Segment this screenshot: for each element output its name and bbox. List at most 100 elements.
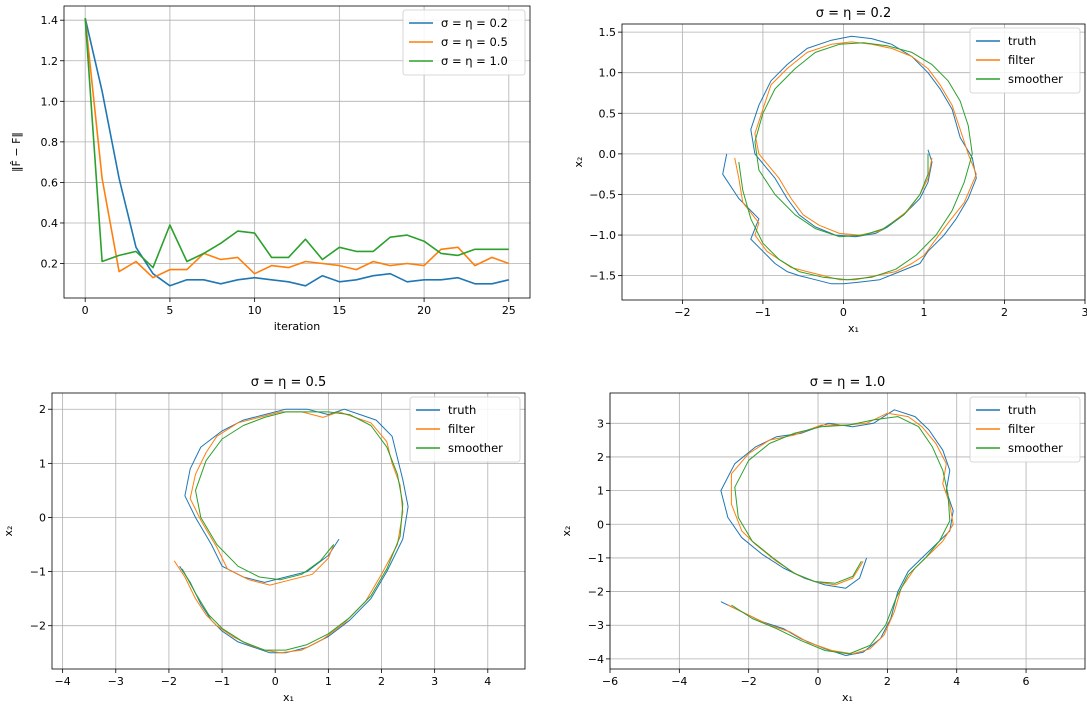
axes-frame xyxy=(51,392,526,670)
legend-label: filter xyxy=(1008,422,1035,436)
x-tick-label: −2 xyxy=(161,675,177,688)
legend-label: smoother xyxy=(1008,441,1063,455)
y-tick-label: 2 xyxy=(39,403,46,416)
chart-title: σ = η = 0.5 xyxy=(251,375,326,390)
chart-title: σ = η = 0.2 xyxy=(816,6,891,21)
chart-panel-3: −4 −3 −2 −1 0 1 2 3 4 −2 −1 0 1 2 x₁ x₂ σ = η = 0.5 truth… xyxy=(2,375,526,704)
legend-label: truth xyxy=(1008,403,1036,417)
y-axis-label: x₂ xyxy=(2,526,15,537)
x-tick-label: 0 xyxy=(82,304,89,317)
legend: truth filter smoother xyxy=(969,27,1081,94)
legend-label: filter xyxy=(1008,53,1035,67)
series-line-green xyxy=(731,416,951,655)
x-tick-label: 15 xyxy=(332,304,346,317)
y-tick-label: 1 xyxy=(597,485,604,498)
legend-label: filter xyxy=(448,422,475,436)
legend-label: σ = η = 0.5 xyxy=(441,35,508,49)
series-line-green xyxy=(738,42,973,281)
y-tick-label: 0.4 xyxy=(41,217,59,230)
x-tick-label: 0 xyxy=(840,306,847,319)
x-tick-label: −6 xyxy=(602,675,618,688)
x-axis-label: x₁ xyxy=(848,322,859,335)
y-tick-label: 0.5 xyxy=(599,107,617,120)
x-axis-label: x₁ xyxy=(842,691,853,704)
x-tick-label: 1 xyxy=(920,306,927,319)
x-tick-label: −2 xyxy=(741,675,757,688)
x-tick-label: −1 xyxy=(214,675,230,688)
series-line-green xyxy=(84,18,509,269)
legend: truth filter smoother xyxy=(409,396,521,463)
y-tick-label: 0 xyxy=(597,518,604,531)
legend-label: σ = η = 0.2 xyxy=(441,16,508,30)
y-tick-label: 0 xyxy=(39,511,46,524)
y-tick-label: 2 xyxy=(597,451,604,464)
legend-label: smoother xyxy=(1008,72,1063,86)
legend-frame xyxy=(969,396,1081,463)
x-tick-label: 1 xyxy=(325,675,332,688)
series-line-orange xyxy=(734,41,977,281)
y-tick-label: 0.8 xyxy=(41,136,59,149)
x-tick-label: 0 xyxy=(815,675,822,688)
legend-frame xyxy=(409,396,521,463)
x-tick-label: 4 xyxy=(953,675,960,688)
x-tick-label: 3 xyxy=(1082,306,1087,319)
x-tick-label: −4 xyxy=(671,675,687,688)
legend-frame xyxy=(402,9,526,76)
series-line-green xyxy=(181,411,404,651)
y-tick-label: 1.0 xyxy=(41,95,59,108)
x-axis-label: x₁ xyxy=(283,691,294,704)
legend-frame xyxy=(969,27,1081,94)
x-tick-label: −4 xyxy=(55,675,71,688)
x-tick-label: −2 xyxy=(674,306,690,319)
y-tick-label: −0.5 xyxy=(589,188,616,201)
x-tick-label: 2 xyxy=(1001,306,1008,319)
x-axis-label: iteration xyxy=(274,320,320,333)
legend: σ = η = 0.2 σ = η = 0.5 σ = η = 1.0 xyxy=(402,9,526,76)
y-tick-label: −1 xyxy=(588,552,604,565)
y-tick-label: 3 xyxy=(597,417,604,430)
y-tick-label: 0.2 xyxy=(41,258,59,271)
y-tick-label: 1.0 xyxy=(599,67,617,80)
x-tick-label: 2 xyxy=(884,675,891,688)
chart-title: σ = η = 1.0 xyxy=(810,375,885,390)
y-tick-label: 0.0 xyxy=(599,148,617,161)
y-axis-label: x₂ xyxy=(572,157,585,168)
series-line-blue xyxy=(179,408,409,654)
x-tick-label: 25 xyxy=(502,304,516,317)
y-tick-label: 1 xyxy=(39,457,46,470)
series-line-orange xyxy=(173,411,404,654)
series-line-blue xyxy=(722,35,977,285)
legend: truth filter smoother xyxy=(969,396,1081,463)
axes-frame xyxy=(621,23,1086,301)
y-tick-label: −1.0 xyxy=(589,229,616,242)
legend-label: σ = η = 1.0 xyxy=(441,54,508,68)
x-tick-label: −3 xyxy=(108,675,124,688)
y-tick-label: 1.4 xyxy=(41,14,59,27)
y-axis-label: x₂ xyxy=(560,526,573,537)
y-tick-label: −1.5 xyxy=(589,270,616,283)
x-tick-label: 2 xyxy=(378,675,385,688)
x-tick-label: 5 xyxy=(166,304,173,317)
chart-panel-4: −6 −4 −2 0 2 4 6 −4 −3 −2 −1 0 1 2 3 x₁ x₂ σ = η = 1.0 tru… xyxy=(560,375,1086,704)
chart-panel-2: −2 −1 0 1 2 3 −1.5 −1.0 −0.5 0.0 0.5 1.0 1.5 x₁ x₂ σ = … xyxy=(572,6,1087,335)
x-tick-label: 10 xyxy=(248,304,262,317)
series-line-blue xyxy=(720,409,954,656)
y-tick-label: −2 xyxy=(30,620,46,633)
x-tick-label: 0 xyxy=(272,675,279,688)
chart-panel-1: 0 5 10 15 20 25 0.2 0.4 0.6 0.8 1.0 1.2 1.4 iteration… xyxy=(10,5,531,333)
y-tick-label: −3 xyxy=(588,619,604,632)
x-tick-label: 6 xyxy=(1023,675,1030,688)
legend-label: smoother xyxy=(448,441,503,455)
y-tick-label: 1.2 xyxy=(41,55,59,68)
y-tick-label: 0.6 xyxy=(41,176,59,189)
axes-frame xyxy=(63,5,531,299)
legend-label: truth xyxy=(448,403,476,417)
legend-label: truth xyxy=(1008,34,1036,48)
y-tick-label: −2 xyxy=(588,586,604,599)
y-tick-label: −4 xyxy=(588,653,604,666)
x-tick-label: 4 xyxy=(484,675,491,688)
axes-frame xyxy=(609,392,1086,670)
x-tick-label: 20 xyxy=(417,304,431,317)
x-tick-label: −1 xyxy=(755,306,771,319)
